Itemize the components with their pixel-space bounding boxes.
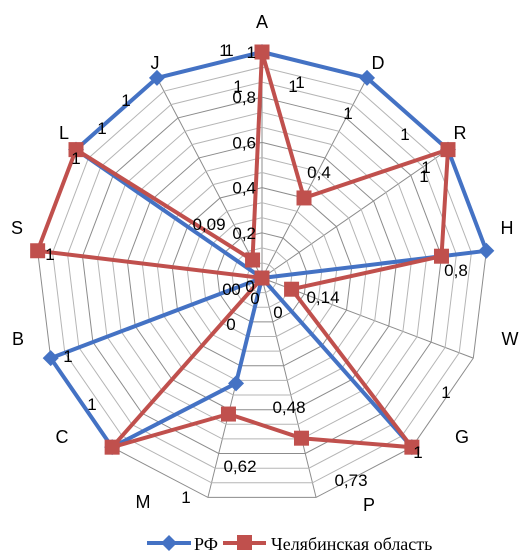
point-0-b [42, 350, 59, 367]
point-1-b [254, 270, 270, 286]
axis-label-s: S [11, 218, 23, 238]
data-label-1-r: 1 [421, 158, 430, 177]
axis-label-g: G [455, 427, 469, 447]
data-label-extra: 1 [224, 41, 233, 60]
data-label-1-b: 0 [245, 277, 254, 296]
data-label-0-b: 1 [63, 347, 72, 366]
data-label-0-l: 1 [97, 119, 106, 138]
data-label-1-m: 0,62 [223, 457, 256, 476]
radar-series [30, 44, 495, 456]
data-label-1-s: 1 [45, 245, 54, 264]
grid-ring [186, 202, 338, 352]
grid-ring [216, 232, 308, 323]
axis-label-a: A [256, 12, 268, 32]
point-0-h [478, 242, 495, 259]
data-label-extra: 1 [343, 104, 352, 123]
data-label-1-l: 1 [71, 149, 80, 168]
point-1-d [296, 190, 312, 206]
spoke-p [261, 277, 317, 498]
data-label-extra: 0 [250, 289, 259, 308]
data-label-extra: 0 [226, 315, 235, 334]
grid-ring [96, 111, 428, 440]
spoke-j [156, 77, 263, 279]
ring-tick-label: 1 [247, 43, 256, 62]
radar-text: 0,20,40,60,81ADRHWGPMCBSLJ11110,48111110… [11, 12, 519, 515]
axis-label-r: R [454, 123, 467, 143]
point-0-d [359, 69, 376, 86]
series-line-1 [35, 50, 450, 450]
point-1-l [68, 142, 84, 158]
point-1-r [440, 142, 456, 158]
ring-tick-label: 0,6 [232, 133, 256, 152]
data-label-1-d: 0,4 [307, 163, 331, 182]
grid-ring [156, 171, 368, 381]
grid-ring [67, 81, 457, 469]
legend-entry-chelyabinsk: Челябинская область [223, 534, 432, 554]
spoke-d [261, 77, 368, 279]
axis-label-c: C [56, 427, 69, 447]
grid-ring [141, 156, 383, 396]
data-label-1-g: 1 [413, 443, 422, 462]
data-label-1-a: 1 [233, 77, 242, 96]
axis-label-d: D [372, 53, 385, 73]
data-label-extra: 0 [273, 303, 282, 322]
axis-label-w: W [502, 329, 519, 349]
data-label-1-j: 0,09 [192, 215, 225, 234]
data-label-0-m: 0,48 [272, 398, 305, 417]
data-label-1-h: 0,8 [444, 261, 468, 280]
data-label-extra: 1 [419, 167, 428, 186]
data-label-extra: 1 [288, 77, 297, 96]
point-1-c [104, 439, 120, 455]
legend-entry-rf: РФ [147, 534, 218, 554]
point-1-h [433, 248, 449, 264]
point-1-p [293, 430, 309, 446]
data-label-extra: 0 [231, 280, 240, 299]
grid-ring [52, 66, 472, 484]
axis-label-l: L [59, 123, 69, 143]
legend-label-chelyabinsk: Челябинская область [271, 534, 432, 554]
grid-ring [201, 217, 323, 337]
data-label-0-r: 1 [400, 125, 409, 144]
point-1-s [30, 243, 46, 259]
data-label-0-c: 1 [87, 395, 96, 414]
grid-ring [81, 96, 443, 454]
data-label-extra: 0 [222, 280, 231, 299]
axis-label-h: H [501, 218, 514, 238]
point-1-j [245, 252, 261, 268]
data-label-0-j: 1 [121, 91, 130, 110]
axis-label-b: B [12, 329, 24, 349]
point-1-m [220, 406, 236, 422]
ring-tick-label: 0,2 [232, 224, 256, 243]
series-1 [30, 44, 456, 455]
data-label-1-w: 0,14 [306, 288, 339, 307]
point-1-g [404, 439, 420, 455]
point-0-j [148, 69, 165, 86]
data-label-0-d: 1 [295, 73, 304, 92]
legend: РФ Челябинская область [147, 534, 432, 554]
legend-label-rf: РФ [194, 534, 218, 554]
grid-ring [231, 247, 293, 308]
ring-tick-label: 0,4 [232, 179, 256, 198]
data-label-0-g: 1 [441, 383, 450, 402]
point-1-w [284, 281, 300, 297]
data-label-0-a: 1 [219, 41, 228, 60]
data-label-1-p: 0,73 [334, 471, 367, 490]
point-1-a [254, 44, 270, 60]
legend-marker-rf [161, 535, 177, 551]
spoke-r [261, 149, 449, 279]
axis-label-p: P [363, 495, 375, 515]
data-label-1-c: 1 [181, 488, 190, 507]
axis-label-m: M [136, 492, 151, 512]
ring-tick-label: 0,8 [232, 88, 256, 107]
grid-ring [171, 187, 353, 367]
grid-ring [126, 141, 398, 411]
legend-marker-chelyabinsk [237, 535, 252, 550]
axis-label-j: J [151, 53, 160, 73]
point-0-m [228, 375, 245, 392]
